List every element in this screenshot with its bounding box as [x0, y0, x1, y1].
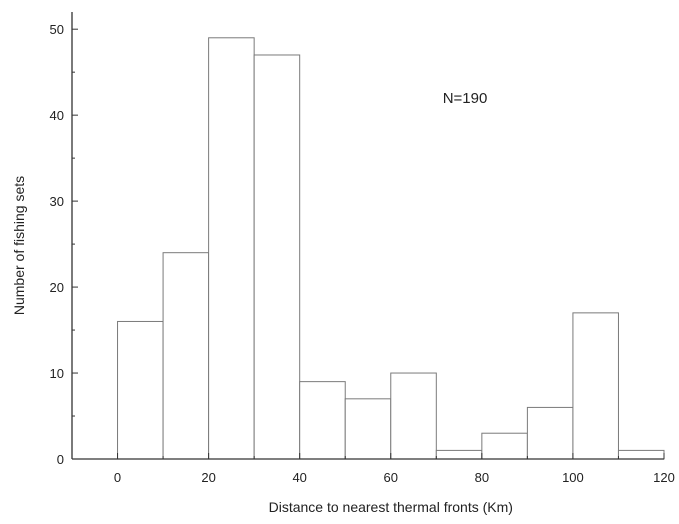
histogram-bar: [208, 37, 255, 460]
y-tick-label: 10: [50, 366, 64, 381]
bars-group: [117, 37, 665, 460]
x-tick-label: 100: [562, 470, 584, 485]
histogram-bar: [526, 406, 574, 460]
histogram-bar: [390, 372, 437, 460]
x-ticks-group: 0 20 40 60 80 100 120: [71, 453, 675, 485]
y-axis-label: Number of fishing sets: [11, 176, 27, 315]
histogram-bar: [299, 381, 346, 460]
histogram-bar: [117, 320, 164, 460]
x-tick-label: 80: [475, 470, 489, 485]
x-axis-label: Distance to nearest thermal fronts (Km): [269, 499, 513, 515]
histogram-bar: [617, 449, 665, 460]
x-tick-label: 40: [292, 470, 306, 485]
sample-size-annotation: N=190: [443, 90, 488, 107]
histogram-bar: [435, 449, 483, 460]
y-tick-label: 30: [50, 194, 64, 209]
histogram-bar: [162, 252, 210, 460]
y-tick-label: 20: [50, 280, 64, 295]
y-tick-label: 50: [50, 22, 64, 37]
y-tick-label: 40: [50, 108, 64, 123]
histogram-bar: [253, 54, 301, 460]
y-ticks-group: 0 10 20 30 40 50: [50, 22, 78, 467]
x-tick-label: 60: [384, 470, 398, 485]
x-tick-label: 120: [653, 470, 675, 485]
x-tick-label: 0: [114, 470, 121, 485]
x-tick-label: 20: [201, 470, 215, 485]
histogram-bar: [481, 432, 528, 460]
histogram-bar: [344, 398, 392, 460]
histogram-bar: [572, 312, 619, 460]
y-tick-label: 0: [57, 452, 64, 467]
